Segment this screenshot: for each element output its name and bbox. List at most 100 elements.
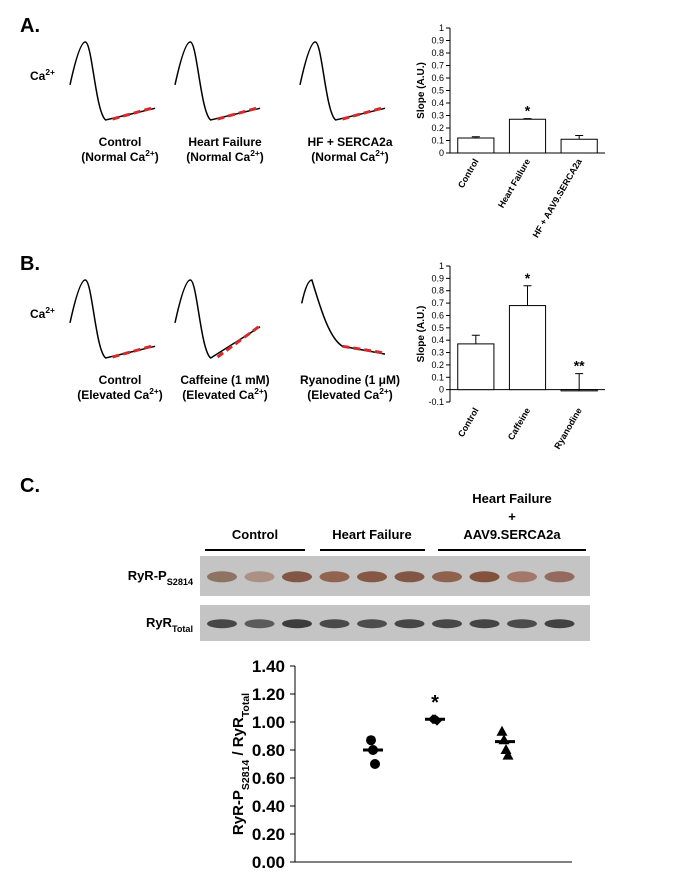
y-axis-label: Slope (A.U.) <box>416 62 427 119</box>
panel-label: C. <box>20 475 40 497</box>
calcium-trace <box>300 279 386 355</box>
blot-band <box>282 571 312 583</box>
y-tick-label: 0.7 <box>431 61 444 71</box>
data-point <box>502 749 514 760</box>
trace-name: Control <box>99 373 142 387</box>
trace-condition-part: ) <box>264 388 268 402</box>
significance: * <box>431 692 439 714</box>
group-label: AAV9.SERCA2a <box>463 527 561 542</box>
calcium-label-part: 2+ <box>45 305 55 315</box>
trace-condition-part: (Normal Ca <box>81 150 145 164</box>
y-tick-label: 0.60 <box>252 769 285 788</box>
data-point <box>366 735 376 746</box>
y-tick-label: 0.4 <box>431 335 444 345</box>
trace-condition-part: ) <box>385 150 389 164</box>
y-tick-label: 0.80 <box>252 741 285 760</box>
x-tick-label: HF + AAV9.SERCA2a <box>531 156 585 239</box>
error-bar <box>523 285 532 306</box>
blot-band <box>469 619 500 629</box>
trace-condition-part: (Elevated Ca <box>77 388 149 402</box>
group-label: + <box>508 509 516 524</box>
trace-condition-part: ) <box>260 150 264 164</box>
y-axis-label: RyR-PS2814 / RyRTotal <box>230 693 252 835</box>
bar <box>457 343 495 391</box>
x-tick-label: Control <box>456 406 481 439</box>
trace-name: Control <box>99 135 142 149</box>
y-axis-label-part: / RyR <box>230 717 247 760</box>
trace-name: HF + SERCA2a <box>307 135 392 149</box>
y-tick-label: 0.9 <box>431 36 444 46</box>
blot-band <box>507 619 537 629</box>
y-tick-label: 1.00 <box>252 713 285 732</box>
y-tick-label: 0.1 <box>431 136 444 146</box>
y-axis-label-part: S2814 <box>240 760 252 791</box>
blot-row-label-part: Total <box>172 624 193 634</box>
trace-condition-part: 2+ <box>250 148 260 158</box>
y-tick-label: 0.2 <box>431 123 444 133</box>
trace-condition-part: ) <box>155 150 159 164</box>
y-tick-label: 0.2 <box>431 360 444 370</box>
y-axis-label-part: Total <box>240 693 252 717</box>
data-point <box>500 744 512 754</box>
trace-condition-part: 2+ <box>379 386 389 396</box>
trace-condition: (Elevated Ca2+) <box>77 386 163 402</box>
calcium-trace <box>174 41 261 121</box>
y-tick-label: 0.7 <box>431 298 444 308</box>
group-label: Heart Failure <box>332 527 411 542</box>
trace-name: Ryanodine (1 μM) <box>300 373 400 387</box>
blot-row-label-part: RyR <box>146 615 173 630</box>
y-tick-label: 1.40 <box>252 657 285 676</box>
y-axis-label: Slope (A.U.) <box>416 306 427 363</box>
y-tick-label: 0.6 <box>431 310 444 320</box>
calcium-label-part: 2+ <box>45 67 55 77</box>
slope-fit <box>342 105 386 121</box>
blot-row-label-part: S2814 <box>167 577 194 587</box>
calcium-trace <box>174 279 261 359</box>
trace-condition-part: (Normal Ca <box>186 150 250 164</box>
trace-condition-part: 2+ <box>149 386 159 396</box>
calcium-trace <box>69 279 156 359</box>
trace-name: Caffeine (1 mM) <box>180 373 269 387</box>
panel-label: B. <box>20 253 40 275</box>
group-label: Control <box>232 527 278 542</box>
y-tick-label: 1 <box>439 261 444 271</box>
y-axis-label-part: RyR-P <box>230 790 247 835</box>
blot-row-label-part: RyR-P <box>128 568 167 583</box>
slope-fit <box>112 343 156 359</box>
blot-band <box>319 571 350 583</box>
y-tick-label: 0.3 <box>431 111 444 121</box>
error-bar <box>471 334 480 344</box>
x-tick-label: Heart Failure <box>496 157 532 210</box>
y-tick-label: 0.5 <box>431 323 444 333</box>
blot-band <box>244 619 275 629</box>
trace-condition-part: (Elevated Ca <box>307 388 379 402</box>
bar <box>560 138 598 154</box>
blot-band <box>244 571 275 583</box>
data-point <box>496 725 508 736</box>
bar <box>508 118 547 154</box>
blot-row-label: RyRTotal <box>146 615 193 634</box>
blot-band <box>432 571 462 583</box>
y-tick-label: 0.8 <box>431 286 444 296</box>
y-tick-label: 0.6 <box>431 73 444 83</box>
blot-band <box>357 571 387 583</box>
slope-fit <box>342 344 386 355</box>
calcium-label: Ca2+ <box>30 305 55 321</box>
trace-condition: (Normal Ca2+) <box>311 148 389 164</box>
error-bar <box>575 373 584 391</box>
trace-condition: (Normal Ca2+) <box>81 148 159 164</box>
blot-band <box>394 619 425 629</box>
y-tick-label: 0.8 <box>431 48 444 58</box>
x-tick-label: Caffeine <box>506 406 532 442</box>
y-tick-label: 0 <box>439 148 444 158</box>
trace-condition-part: 2+ <box>145 148 155 158</box>
x-tick-label: Control <box>456 157 481 190</box>
blot-band <box>207 619 237 629</box>
slope-fit <box>216 324 261 359</box>
y-tick-label: 0.20 <box>252 825 285 844</box>
blot-band <box>432 619 462 629</box>
panel-label: A. <box>20 15 40 37</box>
blot-band <box>207 571 237 583</box>
